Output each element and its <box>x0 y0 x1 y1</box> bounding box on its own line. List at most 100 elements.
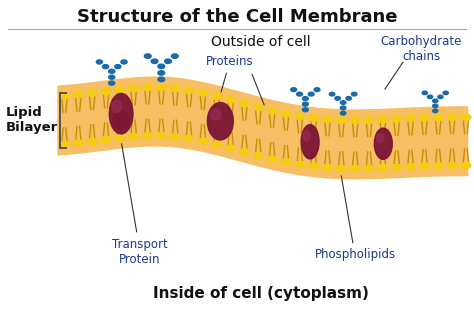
Circle shape <box>121 60 127 64</box>
Circle shape <box>172 54 178 58</box>
Circle shape <box>433 99 438 103</box>
Circle shape <box>322 164 333 171</box>
Ellipse shape <box>112 100 122 112</box>
Circle shape <box>109 75 115 79</box>
Circle shape <box>198 138 209 145</box>
Circle shape <box>164 59 172 64</box>
Circle shape <box>335 96 340 100</box>
Circle shape <box>291 88 297 92</box>
Circle shape <box>211 93 222 100</box>
Circle shape <box>294 113 305 120</box>
Text: Proteins: Proteins <box>206 55 254 92</box>
Circle shape <box>102 64 109 69</box>
Circle shape <box>156 132 167 139</box>
Circle shape <box>364 116 374 124</box>
Circle shape <box>253 104 264 111</box>
Circle shape <box>302 97 308 100</box>
Circle shape <box>158 77 164 82</box>
Text: Transport
Protein: Transport Protein <box>112 144 168 265</box>
Circle shape <box>447 162 457 169</box>
Circle shape <box>239 148 250 156</box>
Circle shape <box>281 110 292 117</box>
Ellipse shape <box>113 112 129 129</box>
Text: Carbohydrate
chains: Carbohydrate chains <box>380 35 462 63</box>
Ellipse shape <box>207 103 233 140</box>
Circle shape <box>87 138 98 145</box>
Text: Lipid
Bilayer: Lipid Bilayer <box>5 106 58 135</box>
Circle shape <box>87 90 98 97</box>
Circle shape <box>183 135 194 142</box>
Circle shape <box>428 95 433 99</box>
Circle shape <box>158 71 164 75</box>
Circle shape <box>447 114 457 121</box>
Circle shape <box>128 133 139 140</box>
Circle shape <box>109 81 115 85</box>
Circle shape <box>422 91 428 95</box>
Circle shape <box>419 114 430 121</box>
Circle shape <box>302 108 308 112</box>
Circle shape <box>59 92 70 100</box>
Circle shape <box>443 91 448 95</box>
Circle shape <box>183 87 194 94</box>
Circle shape <box>377 116 388 123</box>
Circle shape <box>351 92 357 96</box>
Circle shape <box>100 136 111 143</box>
Ellipse shape <box>376 133 383 143</box>
Circle shape <box>340 101 346 104</box>
Circle shape <box>329 92 335 96</box>
Circle shape <box>308 163 319 170</box>
Text: Structure of the Cell Membrane: Structure of the Cell Membrane <box>77 8 397 27</box>
Circle shape <box>114 86 125 93</box>
Circle shape <box>314 88 320 92</box>
Circle shape <box>336 116 347 124</box>
Circle shape <box>392 164 402 171</box>
Text: Phospholipids: Phospholipids <box>314 176 395 261</box>
Text: Outside of cell: Outside of cell <box>210 35 310 49</box>
Circle shape <box>405 163 416 170</box>
Circle shape <box>73 91 84 98</box>
Circle shape <box>322 116 333 123</box>
Circle shape <box>96 60 102 64</box>
Circle shape <box>156 84 167 91</box>
Polygon shape <box>57 76 468 179</box>
Circle shape <box>433 114 444 121</box>
Circle shape <box>308 92 314 96</box>
Circle shape <box>438 95 443 99</box>
Circle shape <box>346 96 351 100</box>
Circle shape <box>405 115 416 122</box>
Circle shape <box>267 156 278 163</box>
Circle shape <box>461 162 471 169</box>
Circle shape <box>239 100 250 107</box>
Circle shape <box>170 85 181 92</box>
Circle shape <box>128 85 139 92</box>
Circle shape <box>115 64 121 69</box>
Circle shape <box>308 115 319 122</box>
Circle shape <box>145 54 151 58</box>
Text: Inside of cell (cytoplasm): Inside of cell (cytoplasm) <box>153 286 368 301</box>
Circle shape <box>336 165 347 172</box>
Ellipse shape <box>210 109 221 120</box>
Ellipse shape <box>301 125 319 159</box>
Circle shape <box>109 69 115 73</box>
Circle shape <box>281 158 292 166</box>
Ellipse shape <box>374 128 392 159</box>
Circle shape <box>433 162 444 169</box>
Circle shape <box>377 164 388 172</box>
Circle shape <box>253 152 264 159</box>
Circle shape <box>170 133 181 140</box>
Circle shape <box>158 64 164 69</box>
Ellipse shape <box>303 131 310 141</box>
Circle shape <box>114 134 125 141</box>
Circle shape <box>350 117 361 124</box>
Circle shape <box>267 107 278 114</box>
Circle shape <box>364 165 374 172</box>
Circle shape <box>294 161 305 168</box>
Circle shape <box>433 109 438 113</box>
Circle shape <box>302 102 308 106</box>
Circle shape <box>142 84 153 91</box>
Circle shape <box>142 132 153 139</box>
Circle shape <box>73 139 84 146</box>
Circle shape <box>225 145 236 152</box>
Circle shape <box>198 89 209 96</box>
Circle shape <box>297 92 302 96</box>
